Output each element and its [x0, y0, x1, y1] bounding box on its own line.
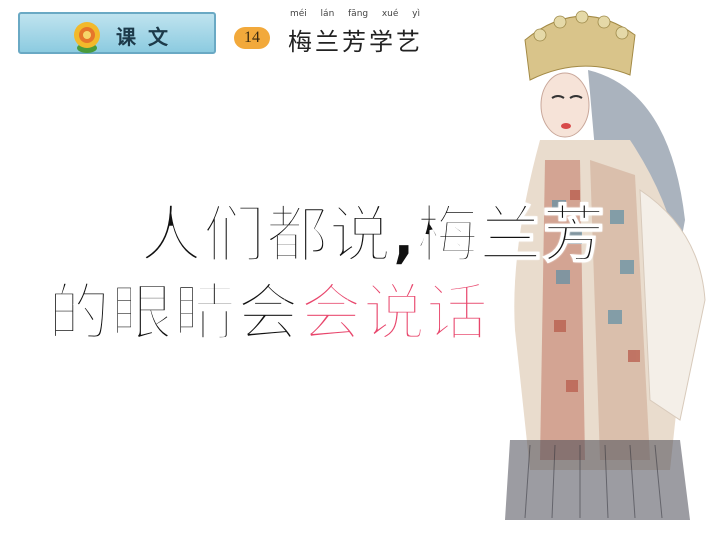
pinyin-syllable: fāng — [348, 9, 369, 19]
main-text-line-1: 人们都说,梅兰芳 — [139, 197, 606, 272]
title-pinyin: méi lán fāng xué yì — [290, 9, 420, 19]
lesson-type-badge: 课文 — [18, 12, 216, 54]
main-text-line-2-start: 的眼睛会 — [47, 275, 301, 350]
peking-opera-figure — [505, 10, 706, 520]
main-text-line-2-end: 。 — [488, 275, 553, 350]
pinyin-syllable: xué — [381, 9, 399, 19]
flower-icon — [74, 22, 100, 53]
highlighted-phrase: 会说话 — [299, 275, 490, 350]
pinyin-syllable: méi — [290, 9, 307, 19]
main-text-line-2: 的眼睛会会说话。 — [47, 262, 553, 352]
lesson-number: 14 — [234, 27, 270, 49]
pinyin-syllable: lán — [320, 9, 335, 19]
pinyin-syllable: yì — [412, 9, 420, 19]
lesson-title: 梅兰芳学艺 — [288, 28, 423, 56]
badge-label: 课文 — [116, 25, 180, 49]
